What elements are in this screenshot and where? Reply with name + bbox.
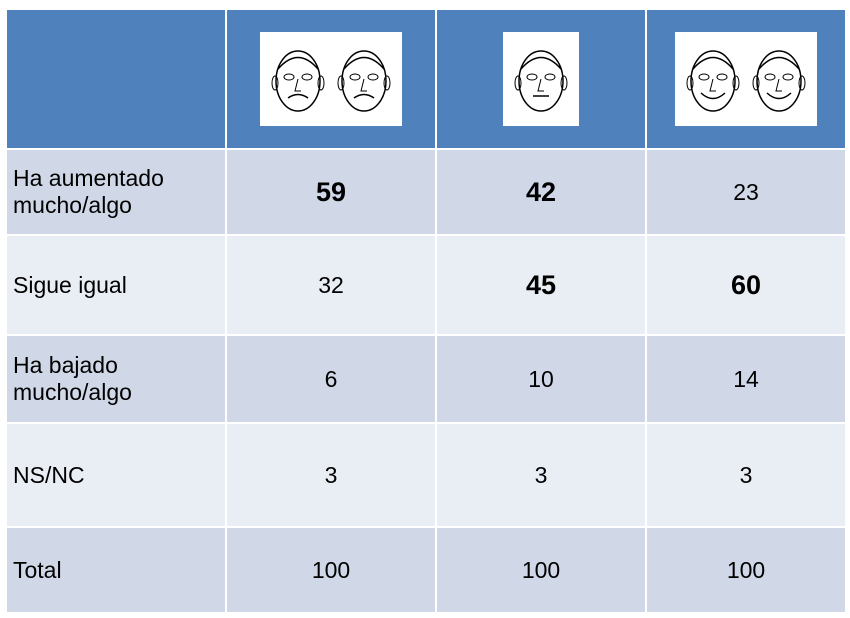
cell: 100 [645, 526, 847, 614]
cell: 10 [435, 334, 647, 424]
faces-icon [686, 50, 806, 112]
row: Total 100 100 100 [5, 526, 847, 614]
row: Ha bajado mucho/algo 6 10 14 [5, 334, 847, 424]
header-cell [5, 8, 227, 150]
cell: 60 [645, 234, 847, 336]
cell: 3 [435, 422, 647, 528]
data-table: Ha aumentado mucho/algo 59 42 23 Sigue i… [5, 8, 847, 614]
cell: 100 [225, 526, 437, 614]
cell: 59 [225, 148, 437, 236]
cell: 100 [435, 526, 647, 614]
cell: 32 [225, 234, 437, 336]
header-cell [435, 8, 647, 150]
row: Ha aumentado mucho/algo 59 42 23 [5, 148, 847, 236]
header-cell [645, 8, 847, 150]
faces-icon [271, 50, 391, 112]
row-label: Ha aumentado mucho/algo [5, 148, 227, 236]
header-row [5, 8, 847, 150]
row-label: NS/NC [5, 422, 227, 528]
cell: 6 [225, 334, 437, 424]
row: Sigue igual 32 45 60 [5, 234, 847, 336]
cell: 45 [435, 234, 647, 336]
row: NS/NC 3 3 3 [5, 422, 847, 528]
row-label: Total [5, 526, 227, 614]
row-label: Ha bajado mucho/algo [5, 334, 227, 424]
cell: 3 [645, 422, 847, 528]
neutral-face [503, 32, 579, 126]
row-label: Sigue igual [5, 234, 227, 336]
cell: 14 [645, 334, 847, 424]
sad-faces [260, 32, 402, 126]
header-cell [225, 8, 437, 150]
face-icon [514, 50, 568, 112]
cell: 42 [435, 148, 647, 236]
happy-faces [675, 32, 817, 126]
cell: 3 [225, 422, 437, 528]
cell: 23 [645, 148, 847, 236]
